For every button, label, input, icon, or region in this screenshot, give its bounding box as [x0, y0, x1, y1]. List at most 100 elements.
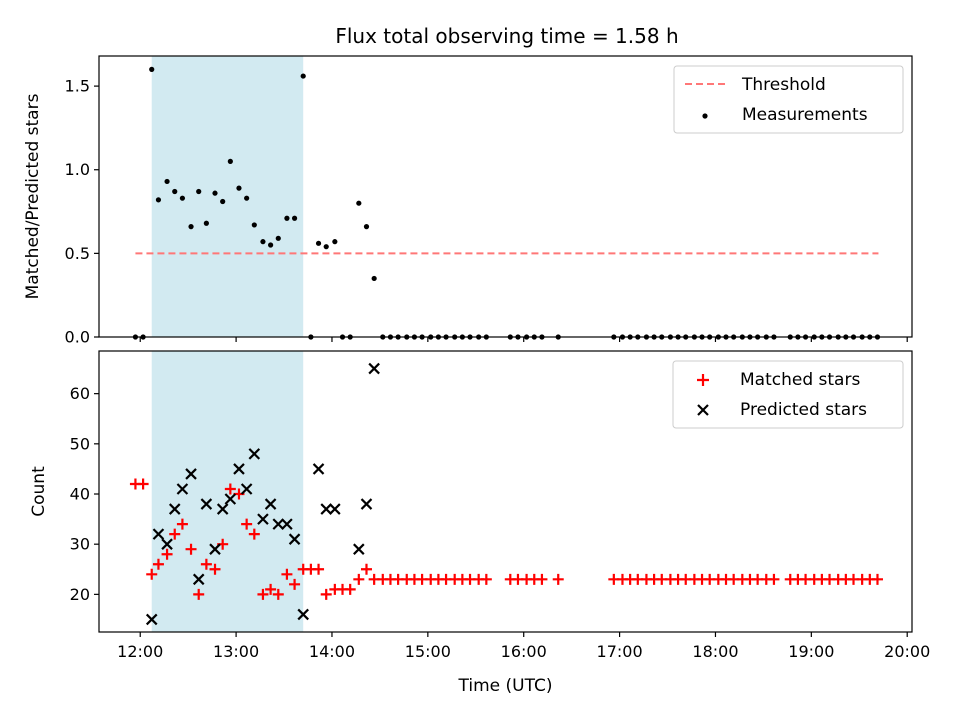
measurement-point — [251, 222, 257, 228]
legend-measurements-label: Measurements — [742, 105, 868, 125]
matched-star-point — [161, 548, 173, 560]
measurement-point — [212, 190, 218, 196]
measurement-point — [244, 195, 250, 201]
measurement-point — [323, 244, 329, 250]
matched-star-point — [176, 518, 188, 530]
y-tick-label: 1.0 — [65, 160, 90, 179]
measurement-point — [188, 224, 194, 230]
x-tick-label: 16:00 — [501, 642, 547, 661]
matched-star-point — [248, 528, 260, 540]
matched-star-point — [152, 558, 164, 570]
matched-star-point — [137, 478, 149, 490]
predicted-star-point — [216, 503, 229, 515]
top-legend-box — [673, 65, 904, 134]
matched-star-point — [265, 583, 277, 595]
legend-measurements-swatch — [702, 113, 708, 119]
measurement-point — [315, 240, 322, 246]
matched-star-point — [146, 568, 158, 580]
bottom-y-ticks: 20 30 40 50 60 — [70, 384, 99, 604]
legend-matched-label: Matched stars — [740, 370, 860, 390]
matched-star-point — [272, 588, 284, 600]
predicted-star-point — [257, 513, 269, 525]
top-panel-frame — [98, 55, 913, 338]
predicted-star-point — [152, 528, 165, 540]
matched-star-point — [209, 563, 221, 575]
top-legend: Threshold Measurements — [673, 65, 904, 134]
measurement-point — [164, 178, 170, 185]
matched-star-point — [344, 583, 356, 595]
predicted-star-point — [233, 463, 245, 475]
y-tick-label: 0.0 — [65, 328, 90, 347]
measurement-point — [227, 158, 233, 164]
matched-star-point — [871, 573, 883, 585]
measurement-point — [203, 220, 209, 226]
top-x-ticks — [139, 337, 908, 342]
bottom-panel: 20 30 40 50 60 12:00 13:00 14:00 15:00 16:00 17:0… — [29, 350, 930, 696]
predicted-star-point — [329, 503, 341, 515]
matched-star-point — [185, 543, 197, 555]
matched-star-point — [480, 573, 492, 585]
measurement-point — [155, 197, 162, 203]
matched-star-point — [320, 588, 332, 600]
matched-star-point — [289, 578, 301, 590]
matched-star-point — [768, 573, 780, 585]
predicted-star-point — [312, 463, 325, 475]
x-tick-label: 15:00 — [405, 642, 451, 661]
measurement-point — [275, 235, 281, 241]
y-tick-label: 0.5 — [65, 244, 90, 263]
predicted-star-point — [224, 493, 237, 505]
measurement-point — [332, 239, 338, 245]
measurement-point — [268, 242, 274, 248]
y-tick-label: 60 — [70, 384, 90, 403]
predicted-star-point — [161, 538, 173, 550]
matched-star-point — [193, 588, 205, 600]
bottom-panel-frame — [98, 350, 913, 633]
measurement-point — [371, 275, 377, 282]
measurement-point — [236, 185, 242, 191]
predicted-star-point — [248, 448, 261, 460]
measurement-point — [356, 200, 362, 206]
matched-stars-series — [129, 478, 883, 600]
measurement-point — [179, 195, 186, 201]
measurement-point — [363, 224, 370, 230]
bottom-legend-box — [672, 360, 904, 429]
measurement-point — [196, 188, 202, 195]
predicted-star-point — [272, 518, 285, 530]
matched-star-point — [257, 588, 269, 600]
matched-star-point — [552, 573, 564, 585]
matched-star-point — [281, 568, 293, 580]
predicted-star-point — [168, 503, 181, 515]
x-tick-label: 13:00 — [213, 642, 259, 661]
legend-predicted-swatch — [697, 404, 709, 416]
measurement-point — [220, 198, 226, 205]
x-tick-label: 12:00 — [117, 642, 163, 661]
predicted-star-point — [145, 613, 158, 626]
top-y-ticks: 0.0 0.5 1.0 1.5 — [65, 77, 99, 347]
measurements-series — [132, 66, 881, 340]
shaded-interval-bottom — [151, 351, 304, 632]
matched-star-point — [360, 563, 372, 575]
predicted-star-point — [176, 483, 189, 495]
x-tick-label: 18:00 — [692, 642, 738, 661]
measurement-point — [284, 215, 290, 221]
matched-star-point — [200, 558, 212, 570]
measurement-point — [300, 73, 306, 79]
predicted-star-point — [353, 543, 365, 555]
matched-star-point — [224, 483, 236, 495]
matched-star-point — [241, 518, 253, 530]
bottom-legend: Matched stars Predicted stars — [672, 360, 904, 429]
bottom-x-ticks: 12:00 13:00 14:00 15:00 16:00 17:00 18:00 19:00… — [117, 632, 930, 661]
predicted-star-point — [209, 543, 221, 555]
y-tick-label: 30 — [70, 535, 90, 554]
measurement-point — [260, 239, 266, 245]
predicted-star-point — [368, 362, 380, 375]
x-tick-label: 19:00 — [788, 642, 834, 661]
predicted-star-point — [200, 498, 213, 510]
predicted-star-point — [185, 468, 197, 480]
bottom-y-axis-label: Count — [29, 466, 49, 517]
predicted-stars-series — [145, 362, 380, 626]
legend-threshold-label: Threshold — [741, 75, 826, 95]
predicted-star-point — [320, 503, 332, 515]
x-axis-label: Time (UTC) — [458, 676, 553, 696]
